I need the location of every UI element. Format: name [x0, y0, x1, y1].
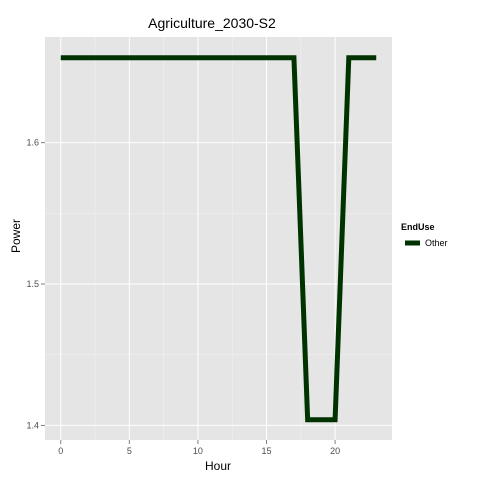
x-axis: 0 5 10 15 20	[58, 440, 340, 456]
y-tick-label: 1.4	[26, 420, 39, 430]
y-axis-title: Power	[9, 219, 23, 253]
legend-title: EndUse	[401, 222, 435, 232]
series-layer	[60, 55, 377, 423]
x-tick-label: 10	[193, 446, 203, 456]
x-tick-label: 15	[261, 446, 271, 456]
plot-panel	[45, 37, 392, 440]
y-tick-label: 1.6	[26, 138, 39, 148]
series-line-other	[60, 55, 377, 423]
chart-title: Agriculture_2030-S2	[148, 15, 276, 31]
x-tick-label: 5	[127, 446, 132, 456]
x-axis-title: Hour	[205, 459, 231, 473]
legend: EndUse Other	[401, 222, 448, 248]
y-tick-label: 1.5	[26, 279, 39, 289]
x-tick-label: 20	[330, 446, 340, 456]
y-axis: 1.4 1.5 1.6	[26, 138, 45, 430]
x-tick-label: 0	[58, 446, 63, 456]
legend-label-other: Other	[425, 238, 448, 248]
